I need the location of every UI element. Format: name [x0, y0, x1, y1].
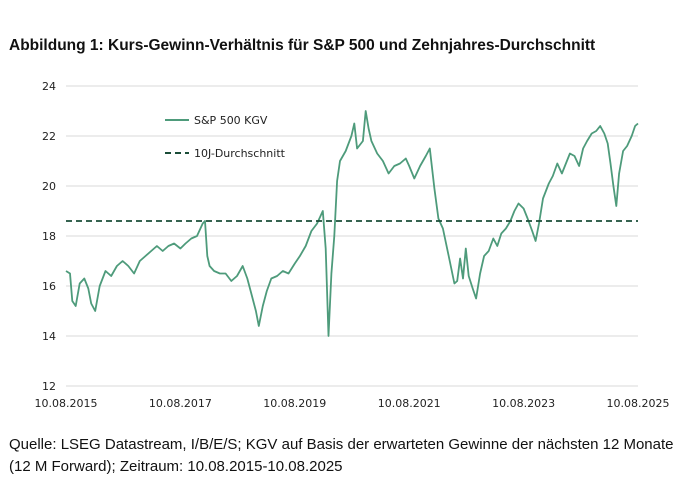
x-tick-label: 10.08.2015: [35, 397, 98, 410]
kgv-line: [65, 110, 639, 337]
x-tick-label: 10.08.2023: [492, 397, 555, 410]
x-tick-label: 10.08.2019: [263, 397, 326, 410]
x-axis: 10.08.2015 10.08.2017 10.08.2019 10.08.2021…: [35, 397, 670, 410]
y-tick-label: 22: [42, 130, 56, 143]
y-axis: 12 14 16 18 20 22 24: [42, 80, 56, 393]
x-tick-label: 10.08.2017: [149, 397, 212, 410]
y-tick-label: 14: [42, 330, 56, 343]
y-tick-label: 18: [42, 230, 56, 243]
source-caption: Quelle: LSEG Datastream, I/B/E/S; KGV au…: [9, 436, 674, 475]
y-tick-label: 12: [42, 380, 56, 393]
page-title: Abbildung 1: Kurs-Gewinn-Verhältnis für …: [9, 37, 596, 54]
series-layer: [65, 110, 639, 337]
y-tick-label: 16: [42, 280, 56, 293]
x-tick-label: 10.08.2025: [607, 397, 670, 410]
legend-label: S&P 500 KGV: [194, 114, 268, 127]
y-tick-label: 24: [42, 80, 56, 93]
y-tick-label: 20: [42, 180, 56, 193]
x-tick-label: 10.08.2021: [378, 397, 441, 410]
legend: S&P 500 KGV 10J-Durchschnitt: [165, 114, 286, 160]
legend-label: 10J-Durchschnitt: [194, 147, 286, 160]
